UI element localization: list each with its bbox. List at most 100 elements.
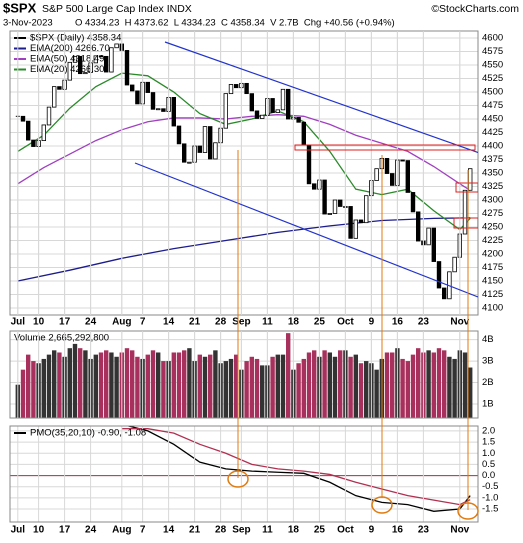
volume-bar (353, 354, 358, 418)
volume-bar (171, 352, 176, 418)
candle (213, 142, 218, 160)
candle (275, 109, 280, 113)
volume-bar (301, 358, 306, 418)
x-tick-label: Sep (232, 317, 250, 328)
volume-bar (176, 352, 182, 418)
legend-label: $SPX (Daily) 4358.34 (30, 33, 121, 44)
series-line (17, 217, 471, 282)
volume-bar (156, 352, 161, 418)
signal-circle (371, 496, 393, 514)
x-tick-label: 7 (140, 525, 146, 536)
volume-bar (306, 352, 312, 418)
volume-bar (93, 354, 98, 418)
x-tick-label: 24 (85, 525, 97, 536)
volume-bar (83, 350, 88, 418)
y-tick-label: 4375 (482, 154, 503, 165)
candle (431, 227, 436, 262)
volume-bar (468, 367, 473, 418)
candle (259, 114, 265, 119)
volume-bar (442, 350, 447, 418)
x-tick-label: 14 (163, 525, 175, 536)
y-tick-label: 1.0 (482, 448, 495, 459)
y-tick-label: 4125 (482, 289, 503, 300)
x-tick-label: 10 (33, 317, 45, 328)
volume-bar (280, 354, 286, 418)
candle (187, 161, 192, 164)
x-tick-label: 14 (163, 317, 175, 328)
y-tick-label: 2B (482, 377, 494, 388)
x-tick-label: 25 (314, 317, 326, 328)
volume-bar (327, 352, 332, 418)
y-tick-label: 4175 (482, 262, 503, 273)
x-tick-label: 16 (392, 317, 404, 328)
candle (426, 227, 431, 246)
volume-bar (26, 354, 31, 418)
x-tick-label: 28 (215, 317, 227, 328)
volume-bar (98, 352, 104, 418)
x-tick-label: 21 (189, 525, 201, 536)
x-tick-label: 16 (392, 525, 404, 536)
volume-bar (358, 363, 364, 418)
panel-frame (9, 30, 479, 316)
candle (363, 195, 369, 224)
volume-bar (275, 354, 280, 418)
candle (353, 219, 358, 239)
volume-bar (322, 350, 327, 418)
panels: 4100 4125 4150 4175 4200 4225 4250 4275 4300 4325… (9, 30, 503, 536)
x-tick-label: Jul (11, 525, 26, 536)
symbol: $SPX (3, 0, 37, 15)
candle (270, 98, 275, 113)
candle (223, 93, 228, 129)
candle (67, 61, 72, 81)
legend-label: EMA(50) 4318.49 (30, 54, 104, 65)
y-tick-label: 4225 (482, 235, 503, 246)
candle (436, 261, 442, 289)
volume-bar (384, 352, 390, 418)
candle (129, 84, 135, 92)
candle (332, 199, 338, 214)
candle (400, 159, 405, 162)
series-line (17, 114, 471, 191)
volume-bar (390, 352, 395, 418)
y-tick-label: 2.0 (482, 425, 495, 436)
candle (114, 43, 119, 49)
candle (249, 93, 254, 112)
candle (150, 92, 156, 110)
candle (467, 168, 473, 191)
gap-box (453, 217, 478, 229)
x-tick-label: Jul (11, 317, 26, 328)
candle (254, 110, 260, 119)
y-tick-label: -1.5 (482, 504, 498, 515)
x-tick-label: 7 (140, 317, 146, 328)
trendline (164, 41, 478, 154)
candle (57, 86, 62, 90)
candle (389, 173, 395, 186)
y-tick-label: 4200 (482, 249, 503, 260)
legend-label: EMA(20) 4266.30 (30, 64, 104, 75)
volume-bar (234, 354, 239, 418)
x-tick-label: 11 (262, 525, 273, 536)
x-tick-label: 17 (59, 317, 71, 328)
volume-bar (202, 356, 208, 418)
x-tick-label: Sep (232, 525, 250, 536)
volume-bar (332, 356, 338, 418)
x-tick-label: Aug (112, 317, 131, 328)
volume-bar (57, 352, 62, 418)
gap-box (455, 182, 478, 193)
volume-bar (410, 354, 416, 418)
y-tick-label: 4475 (482, 100, 503, 111)
candle (176, 125, 182, 145)
panel-frame (9, 425, 479, 523)
candle (124, 50, 130, 86)
volume-bar (436, 348, 442, 418)
x-tick-label: 23 (418, 317, 430, 328)
signal-circle (457, 502, 479, 520)
y-tick-label: 4B (482, 334, 494, 345)
candle (155, 108, 161, 111)
series-line (126, 426, 471, 512)
x-tick-label: Nov (450, 317, 469, 328)
candle (415, 211, 421, 242)
volume-bar (187, 348, 192, 418)
y-tick-label: 4100 (482, 302, 503, 313)
